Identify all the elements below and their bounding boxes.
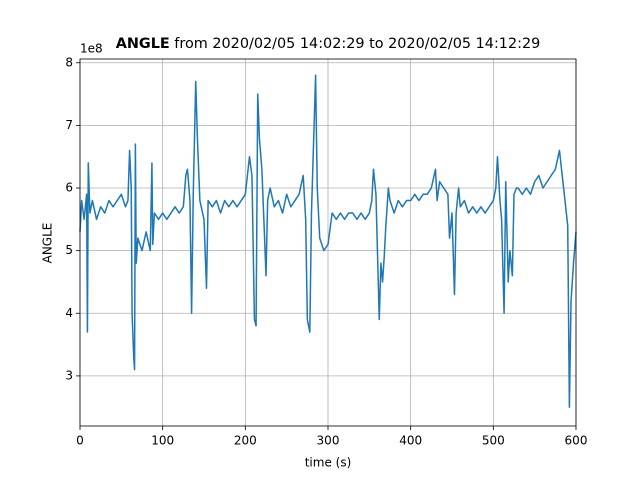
x-tick-label: 100 <box>151 434 174 448</box>
plot-frame <box>79 58 577 427</box>
y-tick-label: 5 <box>65 243 73 257</box>
title-rest: from 2020/02/05 14:02:29 to 2020/02/05 1… <box>170 36 541 52</box>
x-tick-label: 0 <box>76 434 84 448</box>
y-tick-label: 8 <box>65 55 73 69</box>
x-tick-label: 500 <box>482 434 505 448</box>
x-tick-label: 300 <box>317 434 340 448</box>
y-tick-label: 7 <box>65 118 73 132</box>
chart-title: ANGLE from 2020/02/05 14:02:29 to 2020/0… <box>116 36 541 52</box>
x-tick-label: 400 <box>399 434 422 448</box>
x-tick-label: 200 <box>234 434 257 448</box>
x-tick-label: 600 <box>565 434 588 448</box>
x-axis-label: time (s) <box>305 456 352 470</box>
offset-text: 1e8 <box>80 42 103 56</box>
y-axis-label: ANGLE <box>41 223 55 264</box>
title-bold: ANGLE <box>116 36 170 52</box>
data-line <box>79 74 577 408</box>
y-tick-label: 6 <box>65 181 73 195</box>
y-tick-label: 4 <box>65 306 73 320</box>
y-tick-label: 3 <box>65 368 73 382</box>
